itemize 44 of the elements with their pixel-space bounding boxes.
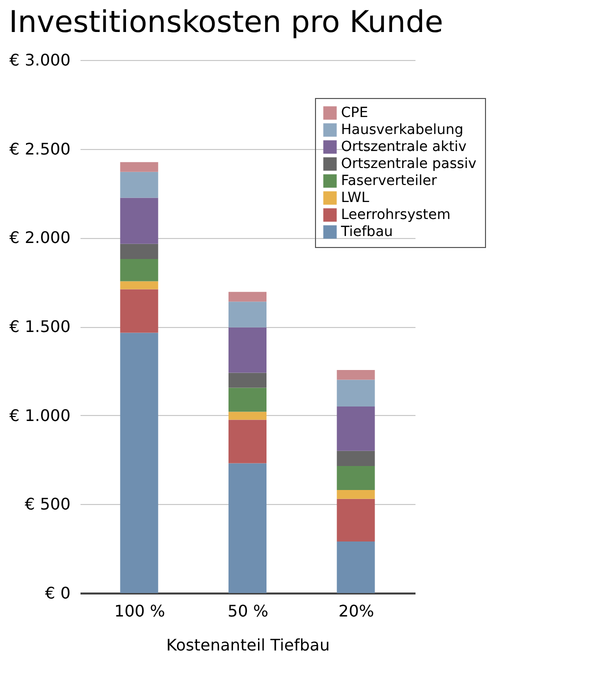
bar xyxy=(120,162,158,172)
legend-label: Tiefbau xyxy=(340,224,393,240)
bar xyxy=(120,172,158,198)
legend-label: Faserverteiler xyxy=(341,173,438,189)
legend-label: Leerrohrsystem xyxy=(341,207,451,223)
bar xyxy=(228,463,266,593)
bar xyxy=(228,412,266,420)
bar xyxy=(228,292,266,302)
bar xyxy=(228,420,266,464)
x-tick-label: 50 % xyxy=(228,602,268,620)
y-tick-label: € 0 xyxy=(45,584,70,602)
y-tick-label: € 2.000 xyxy=(9,228,70,248)
bar xyxy=(120,289,158,333)
y-tick-label: € 1.500 xyxy=(9,317,70,336)
bar xyxy=(336,450,375,466)
legend-label: Hausverkabelung xyxy=(341,122,464,138)
bar xyxy=(336,466,375,490)
bar xyxy=(336,541,375,593)
x-axis-title: Kostenanteil Tiefbau xyxy=(166,636,330,654)
bar xyxy=(120,198,158,244)
bar xyxy=(336,406,375,451)
bar xyxy=(228,388,266,412)
y-tick-label: € 2.500 xyxy=(9,139,70,158)
bar xyxy=(120,281,158,290)
legend-label: LWL xyxy=(341,190,370,206)
bar xyxy=(120,244,158,259)
bar xyxy=(228,372,266,388)
chart-title: Investitionskosten pro Kunde xyxy=(8,5,444,40)
bar xyxy=(336,498,375,542)
y-tick-label: € 500 xyxy=(24,494,70,514)
bar xyxy=(336,490,375,499)
y-tick-label: € 3.000 xyxy=(9,50,70,70)
legend-label: Ortszentrale aktiv xyxy=(341,139,467,155)
legend-label: CPE xyxy=(341,105,368,121)
bar xyxy=(228,327,266,373)
bar xyxy=(120,258,158,282)
bar xyxy=(120,332,158,593)
legend-label: Ortszentrale passiv xyxy=(341,156,476,172)
bar xyxy=(228,302,266,328)
x-tick-label: 100 % xyxy=(114,602,166,620)
bar xyxy=(336,370,375,380)
bar xyxy=(336,380,375,406)
y-tick-label: € 1.000 xyxy=(9,406,70,425)
x-tick-label: 20% xyxy=(338,602,374,620)
